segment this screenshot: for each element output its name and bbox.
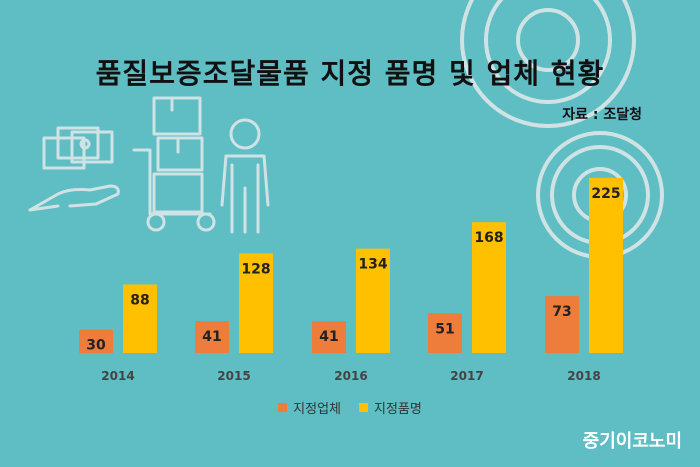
- bar-company-2018: [545, 296, 579, 353]
- brand-logo-text: 중기이코노미: [582, 431, 682, 452]
- data-label-product-2015: 128: [241, 261, 270, 277]
- bar-company-2017: [428, 313, 462, 353]
- bar-product-2018: [589, 177, 623, 353]
- bar-company-2016: [312, 321, 346, 353]
- bar-company-2015: [195, 321, 229, 353]
- source-note: 자료 : 조달청: [562, 107, 642, 123]
- chart-title: 품질보증조달물품 지정 품명 및 업체 현황: [95, 57, 605, 90]
- legend-label-company: 지정업체: [293, 402, 341, 417]
- legend-swatch-company: [278, 403, 288, 412]
- person-icon: [220, 118, 270, 234]
- bar-product-2015: [239, 253, 273, 353]
- bar-company-2014: [79, 329, 113, 353]
- legend: 지정업체 지정품명: [0, 398, 700, 417]
- data-label-product-2017: 168: [474, 230, 503, 246]
- x-tick-label-2015: 2015: [217, 369, 250, 383]
- legend-swatch-product: [359, 403, 368, 412]
- data-label-company-2014: 30: [86, 338, 106, 354]
- legend-item-product: 지정품명: [359, 398, 422, 417]
- data-label-company-2015: 41: [202, 329, 221, 345]
- bar-product-2014: [123, 284, 157, 353]
- x-tick-label-2017: 2017: [450, 369, 483, 383]
- legend-item-company: 지정업체: [278, 398, 341, 417]
- hand-truck-icon: [132, 96, 216, 232]
- data-label-product-2018: 225: [591, 186, 620, 202]
- data-label-company-2016: 41: [319, 329, 338, 345]
- bar-product-2016: [356, 248, 390, 353]
- document-hand-icon: [28, 126, 120, 212]
- data-label-product-2016: 134: [358, 257, 387, 273]
- x-tick-label-2016: 2016: [334, 369, 367, 383]
- bar-product-2017: [472, 222, 506, 353]
- data-label-company-2018: 73: [552, 304, 571, 320]
- x-tick-label-2014: 2014: [101, 369, 134, 383]
- data-label-product-2014: 88: [130, 292, 149, 308]
- x-tick-label-2018: 2018: [567, 369, 600, 383]
- legend-label-product: 지정품명: [374, 402, 422, 417]
- data-label-company-2017: 51: [435, 321, 454, 337]
